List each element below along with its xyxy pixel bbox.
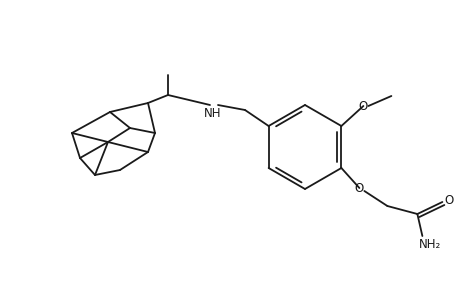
Text: NH₂: NH₂ bbox=[418, 238, 441, 250]
Text: O: O bbox=[444, 194, 453, 206]
Text: O: O bbox=[354, 182, 363, 194]
Text: NH: NH bbox=[204, 106, 221, 119]
Text: O: O bbox=[358, 100, 367, 112]
